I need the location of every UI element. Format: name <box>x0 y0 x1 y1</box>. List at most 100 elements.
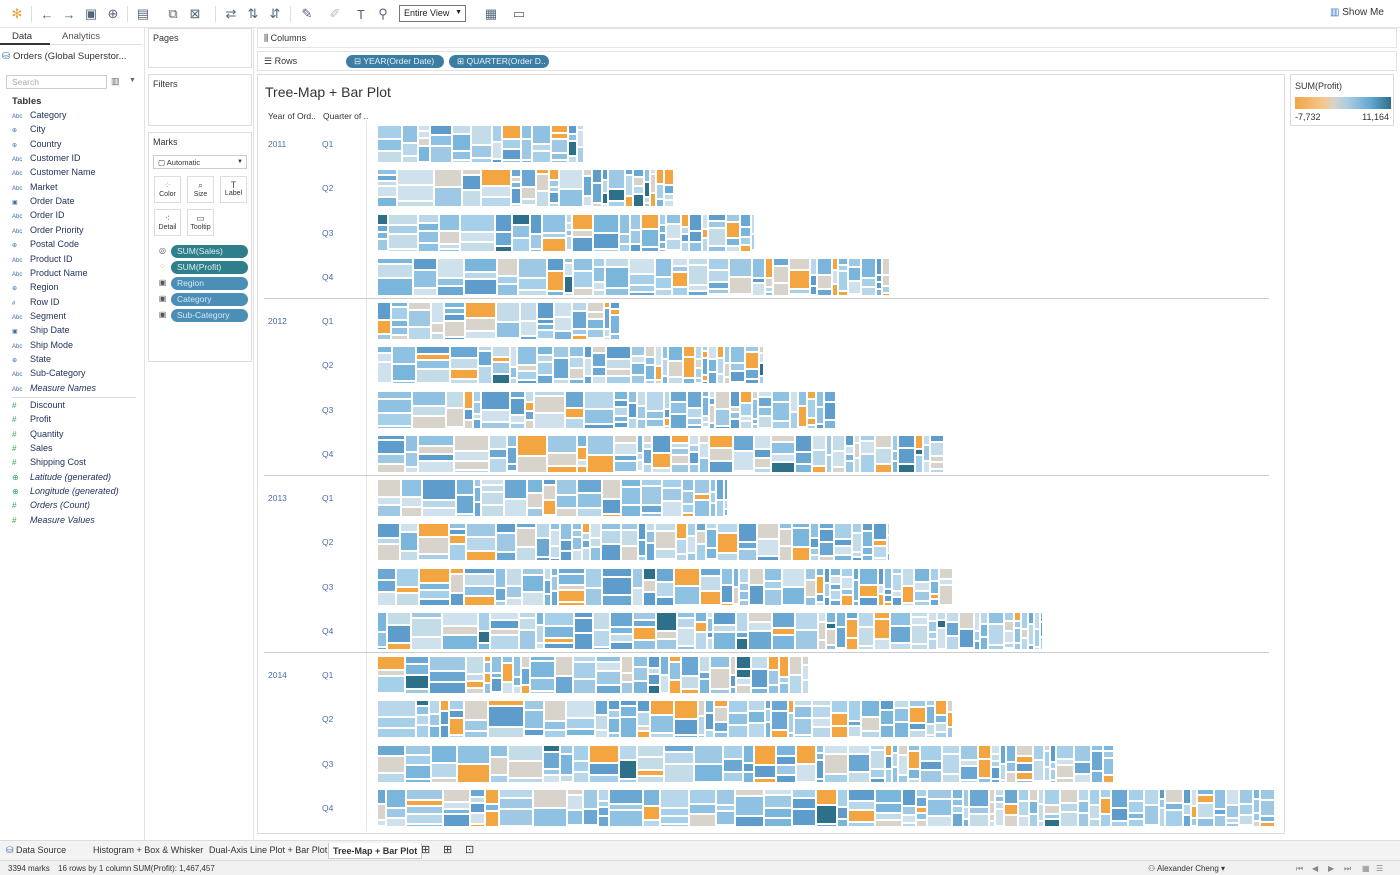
treemap-cell[interactable] <box>963 818 969 827</box>
treemap-cell[interactable] <box>699 656 710 672</box>
treemap-cell[interactable] <box>443 813 470 827</box>
treemap-cell[interactable] <box>674 719 698 736</box>
treemap-cell[interactable] <box>853 567 859 580</box>
treemap-cell[interactable] <box>751 669 768 688</box>
treemap-cell[interactable] <box>416 715 429 726</box>
treemap-cell[interactable] <box>604 329 610 337</box>
treemap-cell[interactable] <box>518 289 547 296</box>
treemap-cell[interactable] <box>676 554 687 562</box>
treemap-cell[interactable] <box>625 175 633 197</box>
treemap-cell[interactable] <box>650 169 656 175</box>
treemap-cell[interactable] <box>444 308 465 314</box>
treemap-cell[interactable] <box>790 411 798 429</box>
treemap-cell[interactable] <box>831 713 848 727</box>
treemap-cell[interactable] <box>490 744 508 757</box>
treemap-cell[interactable] <box>564 275 573 293</box>
treemap-cell[interactable] <box>633 626 656 640</box>
treemap-cell[interactable] <box>689 241 702 252</box>
treemap-cell[interactable] <box>902 567 914 586</box>
treemap-cell[interactable] <box>739 590 749 600</box>
treemap-cell[interactable] <box>1111 807 1128 821</box>
treemap-cell[interactable] <box>519 629 536 650</box>
treemap-cell[interactable] <box>608 733 620 739</box>
treemap-cell[interactable] <box>574 611 593 618</box>
treemap-cell[interactable] <box>738 549 757 562</box>
treemap-cell[interactable] <box>641 246 659 252</box>
treemap-cell[interactable] <box>418 146 430 162</box>
treemap-cell[interactable] <box>870 744 885 750</box>
treemap-cell[interactable] <box>645 346 655 358</box>
treemap-cell[interactable] <box>655 257 672 277</box>
treemap-cell[interactable] <box>460 231 495 242</box>
treemap-cell[interactable] <box>1114 776 1115 783</box>
treemap-cell[interactable] <box>710 689 730 694</box>
treemap-cell[interactable] <box>633 656 648 667</box>
treemap-cell[interactable] <box>935 700 947 716</box>
treemap-bar[interactable] <box>377 523 890 562</box>
treemap-cell[interactable] <box>392 364 416 382</box>
treemap-cell[interactable] <box>388 213 418 225</box>
treemap-cell[interactable] <box>824 401 836 420</box>
treemap-cell[interactable] <box>724 363 730 378</box>
treemap-cell[interactable] <box>595 715 608 731</box>
treemap-cell[interactable] <box>681 226 689 234</box>
treemap-cell[interactable] <box>387 642 411 650</box>
treemap-cell[interactable] <box>609 809 643 827</box>
treemap-cell[interactable] <box>418 242 439 252</box>
treemap-cell[interactable] <box>638 556 646 562</box>
treemap-cell[interactable] <box>726 237 740 246</box>
treemap-cell[interactable] <box>620 706 637 718</box>
treemap-cell[interactable] <box>470 796 485 803</box>
treemap-cell[interactable] <box>1275 788 1277 809</box>
treemap-cell[interactable] <box>1018 815 1029 827</box>
treemap-cell[interactable] <box>413 257 437 270</box>
treemap-cell[interactable] <box>544 648 574 650</box>
dimension-field[interactable]: Abc Order ID <box>12 210 65 221</box>
treemap-cell[interactable] <box>728 713 748 726</box>
treemap-cell[interactable] <box>1033 759 1044 781</box>
treemap-cell[interactable] <box>1044 766 1050 781</box>
treemap-cell[interactable] <box>497 257 518 276</box>
treemap-cell[interactable] <box>765 277 773 287</box>
treemap-cell[interactable] <box>442 611 478 626</box>
treemap-cell[interactable] <box>664 425 670 429</box>
treemap-cell[interactable] <box>841 594 853 606</box>
treemap-cell[interactable] <box>590 538 601 548</box>
treemap-cell[interactable] <box>1004 630 1014 643</box>
treemap-cell[interactable] <box>629 291 655 296</box>
treemap-cell[interactable] <box>652 467 671 473</box>
treemap-cell[interactable] <box>664 200 674 208</box>
treemap-cell[interactable] <box>519 617 536 630</box>
tab-data-source[interactable]: ⛁ Data Source <box>6 845 67 855</box>
search-input[interactable]: Search <box>6 75 107 89</box>
treemap-cell[interactable] <box>400 532 418 552</box>
treemap-cell[interactable] <box>648 668 660 674</box>
treemap-cell[interactable] <box>412 415 446 429</box>
treemap-cell[interactable] <box>721 602 733 606</box>
treemap-cell[interactable] <box>650 193 656 208</box>
treemap-cell[interactable] <box>729 257 752 277</box>
treemap-cell[interactable] <box>674 567 700 586</box>
treemap-cell[interactable] <box>577 434 587 447</box>
treemap-cell[interactable] <box>464 257 497 272</box>
treemap-cell[interactable] <box>637 459 643 471</box>
treemap-cell[interactable] <box>902 805 916 815</box>
treemap-cell[interactable] <box>573 656 596 662</box>
dimension-field[interactable]: ⊕ Postal Code <box>12 239 80 250</box>
treemap-cell[interactable] <box>708 293 729 296</box>
treemap-cell[interactable] <box>511 177 521 183</box>
treemap-cell[interactable] <box>937 619 946 628</box>
treemap-cell[interactable] <box>614 454 637 461</box>
treemap-cell[interactable] <box>558 589 585 602</box>
treemap-cell[interactable] <box>1056 777 1074 783</box>
treemap-cell[interactable] <box>716 810 735 825</box>
treemap-cell[interactable] <box>574 617 593 633</box>
treemap-cell[interactable] <box>794 718 812 736</box>
treemap-cell[interactable] <box>405 466 418 473</box>
treemap-cell[interactable] <box>408 302 431 310</box>
treemap-cell[interactable] <box>464 700 488 721</box>
treemap-cell[interactable] <box>605 257 629 267</box>
treemap-cell[interactable] <box>473 401 481 414</box>
treemap-cell[interactable] <box>1100 788 1111 798</box>
measure-field[interactable]: # Shipping Cost <box>12 457 87 468</box>
